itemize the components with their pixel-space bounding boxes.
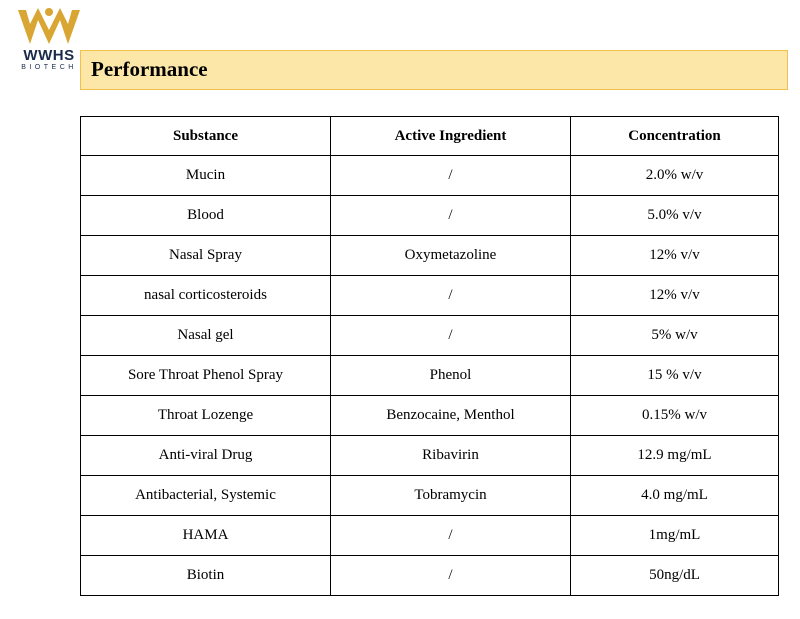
cell-active-ingredient: Oxymetazoline — [330, 235, 571, 276]
cell-active-ingredient: Ribavirin — [330, 435, 571, 476]
cell-concentration: 50ng/dL — [570, 555, 779, 596]
cell-concentration: 1mg/mL — [570, 515, 779, 556]
table-row: Antibacterial, Systemic Tobramycin 4.0 m… — [80, 475, 779, 516]
table-row: Throat Lozenge Benzocaine, Menthol 0.15%… — [80, 395, 779, 436]
performance-table: Substance Active Ingredient Concentratio… — [80, 116, 779, 596]
cell-substance: Biotin — [80, 555, 331, 596]
header-concentration: Concentration — [570, 116, 779, 156]
cell-active-ingredient: Benzocaine, Menthol — [330, 395, 571, 436]
cell-concentration: 15 % v/v — [570, 355, 779, 396]
cell-substance: Nasal gel — [80, 315, 331, 356]
logo-mark-icon — [18, 8, 80, 44]
company-logo: WWHS BIOTECH — [14, 6, 84, 78]
cell-concentration: 12.9 mg/mL — [570, 435, 779, 476]
cell-concentration: 12% v/v — [570, 275, 779, 316]
cell-active-ingredient: / — [330, 275, 571, 316]
cell-concentration: 4.0 mg/mL — [570, 475, 779, 516]
cell-concentration: 0.15% w/v — [570, 395, 779, 436]
cell-substance: Blood — [80, 195, 331, 236]
table-row: Mucin / 2.0% w/v — [80, 155, 779, 196]
section-banner: Performance — [80, 50, 788, 90]
table-header-row: Substance Active Ingredient Concentratio… — [80, 116, 779, 156]
table-row: Nasal Spray Oxymetazoline 12% v/v — [80, 235, 779, 276]
cell-active-ingredient: Phenol — [330, 355, 571, 396]
header-substance: Substance — [80, 116, 331, 156]
cell-substance: Throat Lozenge — [80, 395, 331, 436]
cell-substance: Nasal Spray — [80, 235, 331, 276]
cell-concentration: 5.0% v/v — [570, 195, 779, 236]
cell-active-ingredient: / — [330, 515, 571, 556]
cell-substance: Anti-viral Drug — [80, 435, 331, 476]
table-row: Blood / 5.0% v/v — [80, 195, 779, 236]
cell-active-ingredient: Tobramycin — [330, 475, 571, 516]
cell-concentration: 2.0% w/v — [570, 155, 779, 196]
cell-concentration: 12% v/v — [570, 235, 779, 276]
cell-substance: Sore Throat Phenol Spray — [80, 355, 331, 396]
table-row: Sore Throat Phenol Spray Phenol 15 % v/v — [80, 355, 779, 396]
cell-active-ingredient: / — [330, 315, 571, 356]
cell-active-ingredient: / — [330, 155, 571, 196]
cell-substance: Mucin — [80, 155, 331, 196]
cell-substance: Antibacterial, Systemic — [80, 475, 331, 516]
table-row: Anti-viral Drug Ribavirin 12.9 mg/mL — [80, 435, 779, 476]
logo-subtitle-text: BIOTECH — [21, 64, 77, 71]
logo-brand-text: WWHS — [23, 47, 75, 64]
cell-active-ingredient: / — [330, 555, 571, 596]
cell-substance: HAMA — [80, 515, 331, 556]
cell-active-ingredient: / — [330, 195, 571, 236]
table-row: nasal corticosteroids / 12% v/v — [80, 275, 779, 316]
table-row: Biotin / 50ng/dL — [80, 555, 779, 596]
table-row: Nasal gel / 5% w/v — [80, 315, 779, 356]
cell-concentration: 5% w/v — [570, 315, 779, 356]
cell-substance: nasal corticosteroids — [80, 275, 331, 316]
header-active-ingredient: Active Ingredient — [330, 116, 571, 156]
table-row: HAMA / 1mg/mL — [80, 515, 779, 556]
page-title: Performance — [91, 57, 208, 81]
